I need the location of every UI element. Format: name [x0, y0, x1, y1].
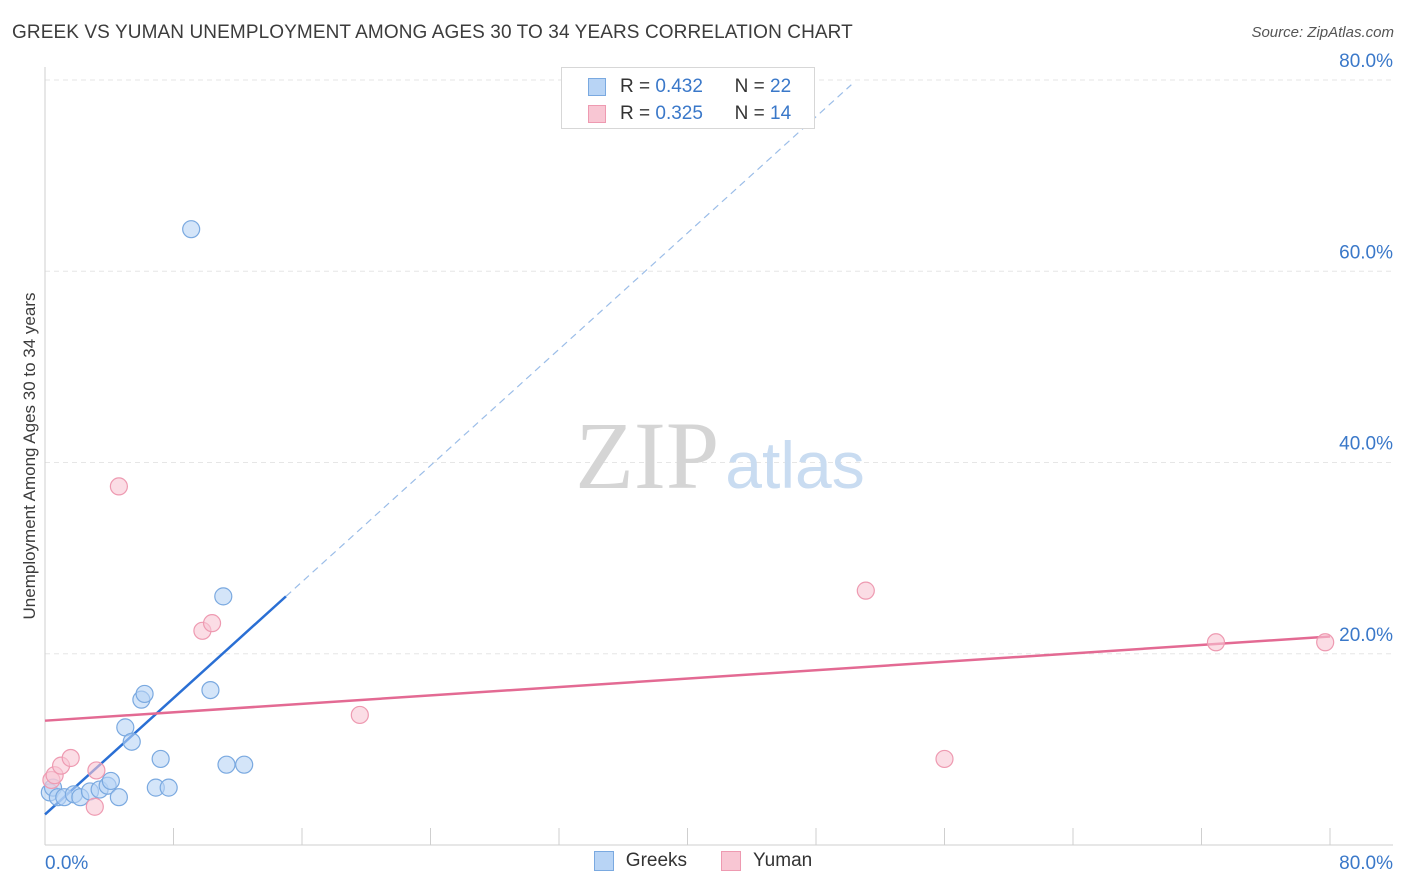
- y-tick-label: 40.0%: [1339, 434, 1393, 455]
- yuman-legend-label: Yuman: [753, 850, 813, 871]
- greeks-r-value: 0.432: [655, 76, 703, 97]
- chart-title: GREEK VS YUMAN UNEMPLOYMENT AMONG AGES 3…: [12, 22, 853, 43]
- greeks-legend-label: Greeks: [625, 850, 688, 871]
- y-tick-label: 60.0%: [1339, 242, 1393, 263]
- yuman-point: [1316, 633, 1335, 652]
- r-label: R =: [620, 76, 656, 97]
- yuman-point: [350, 705, 369, 725]
- trend-lines: [44, 84, 1331, 816]
- greeks-point: [214, 587, 233, 606]
- r-label: R =: [620, 103, 656, 124]
- greeks-point: [109, 788, 128, 807]
- greeks-legend-swatch: [593, 851, 614, 871]
- yuman-point: [856, 581, 875, 600]
- greeks-swatch: [588, 78, 606, 96]
- legend-item-yuman[interactable]: Yuman: [721, 850, 812, 872]
- stats-legend: R = 0.432 N = 22 R = 0.325 N = 14: [561, 67, 815, 129]
- greeks-point: [201, 680, 220, 700]
- yuman-point: [61, 748, 80, 768]
- series-legend: Greeks Yuman: [0, 850, 1406, 872]
- yuman-point: [202, 614, 222, 633]
- yuman-point: [87, 761, 106, 780]
- greeks-trend-extension: [285, 84, 852, 597]
- x-tick-label-min: 0.0%: [45, 853, 88, 874]
- greeks-n-value: 22: [770, 76, 792, 97]
- tick-labels: 20.0% 40.0% 60.0% 80.0% 0.0% 80.0%: [45, 51, 1393, 874]
- axes: [44, 67, 1393, 846]
- yuman-point: [1206, 633, 1226, 652]
- x-tick-label-max: 80.0%: [1339, 853, 1393, 874]
- y-tick-label: 80.0%: [1339, 51, 1393, 72]
- y-tick-label: 20.0%: [1339, 625, 1393, 646]
- greeks-point: [122, 732, 141, 751]
- yuman-point: [85, 797, 104, 816]
- greeks-point: [159, 778, 178, 797]
- n-label: N =: [729, 103, 771, 124]
- greeks-point: [182, 220, 201, 239]
- n-label: N =: [729, 76, 771, 97]
- yuman-r-value: 0.325: [655, 103, 703, 124]
- greeks-point: [151, 749, 170, 769]
- stats-row-yuman: R = 0.325 N = 14: [588, 101, 791, 127]
- watermark: ZIPatlas: [575, 402, 864, 509]
- gridlines: [45, 79, 1393, 655]
- greeks-point: [101, 771, 120, 791]
- yuman-trend-line: [44, 635, 1331, 722]
- yuman-point: [109, 477, 128, 496]
- yuman-legend-swatch: [721, 851, 742, 871]
- greeks-point: [135, 684, 154, 704]
- stats-row-greeks: R = 0.432 N = 22: [588, 74, 791, 100]
- yuman-swatch: [588, 105, 606, 123]
- greeks-point: [217, 755, 236, 774]
- greeks-point: [235, 755, 254, 774]
- legend-item-greeks[interactable]: Greeks: [593, 850, 688, 872]
- source-label: Source: ZipAtlas.com: [1251, 24, 1394, 41]
- data-points: [40, 220, 1335, 816]
- greeks-trend-line: [44, 595, 287, 816]
- yuman-point: [935, 749, 954, 769]
- yuman-n-value: 14: [770, 103, 792, 124]
